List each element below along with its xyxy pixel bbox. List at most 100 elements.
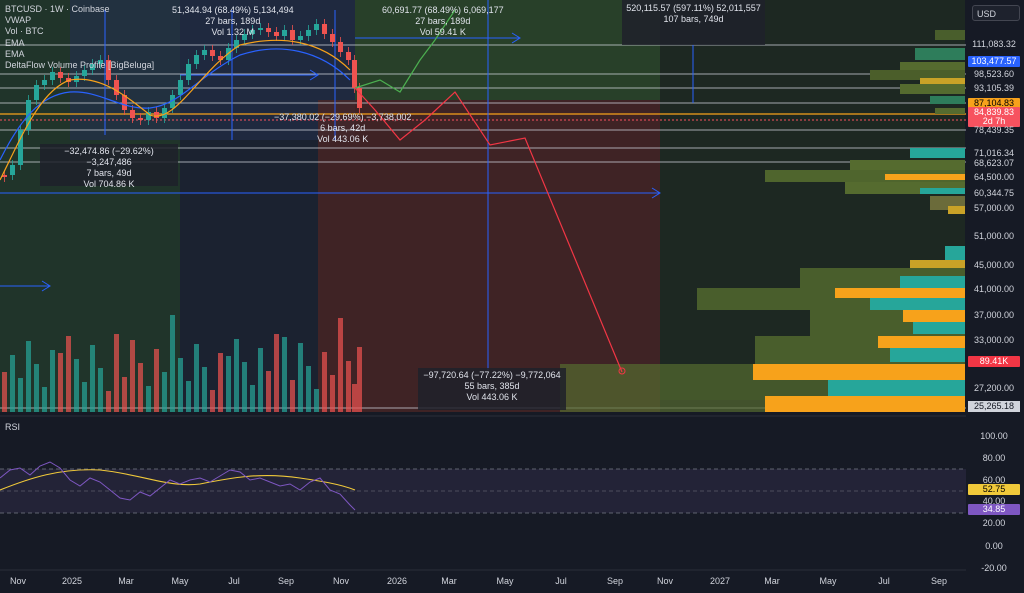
candle-body [90, 64, 95, 70]
candle-body [202, 50, 207, 55]
rsi-axis-label: 20.00 [982, 518, 1006, 528]
volume-bar [290, 380, 295, 412]
rsi-axis-label: 0.00 [985, 541, 1003, 551]
volume-bar [266, 371, 271, 412]
volume-bar [10, 355, 15, 412]
zone-red-main [318, 100, 660, 412]
volume-bar [162, 372, 167, 412]
volume-bar [106, 391, 111, 412]
volume-bar [138, 363, 143, 412]
candle-body [338, 42, 343, 52]
time-label: 2027 [709, 576, 731, 586]
time-label: Nov [332, 576, 350, 586]
candle-body [266, 28, 271, 32]
legend-volume[interactable]: Vol · BTC [5, 26, 44, 37]
price-label: 41,000.00 [973, 284, 1015, 294]
time-label: Sep [930, 576, 948, 586]
last-price-tag: 84,839.83 [968, 107, 1020, 118]
price-label: 71,016.34 [973, 148, 1015, 158]
candle-body [106, 60, 111, 80]
volume-bar [210, 390, 215, 412]
ema-blue-curve [0, 48, 351, 161]
volume-bar [306, 366, 311, 412]
ema-blue-tag: 103,477.57 [968, 56, 1020, 67]
volume-bar [218, 353, 223, 412]
volume-bar [170, 315, 175, 412]
volume-bar [226, 356, 231, 412]
volume-bar [322, 352, 327, 412]
candle-body [98, 60, 103, 64]
candle-body [114, 80, 119, 95]
price-label: 60,344.75 [973, 188, 1015, 198]
legend-ema-2[interactable]: EMA [5, 48, 25, 59]
candle-body [258, 28, 263, 30]
rsi-line [0, 461, 356, 511]
time-label: 2025 [61, 576, 83, 586]
time-label: May [171, 576, 189, 586]
time-label: Mar [118, 576, 134, 586]
time-label: Jul [555, 576, 567, 586]
time-label: Jul [878, 576, 890, 586]
legend-symbol[interactable]: BTCUSD · 1W · Coinbase [5, 4, 110, 14]
candle-body [34, 85, 39, 100]
candle-body [130, 110, 135, 118]
candle-body [122, 95, 127, 110]
legend-volume-profile[interactable]: DeltaFlow Volume Profile [BigBeluga] [5, 60, 155, 71]
candle-body [18, 130, 23, 165]
candle-body [146, 112, 151, 120]
volume-bar [90, 345, 95, 412]
measure-label-1: 51,344.94 (68.49%) 5,134,494 27 bars, 189… [172, 5, 294, 37]
rsi-pane-label[interactable]: RSI [5, 422, 21, 432]
price-label: 68,623.07 [973, 158, 1015, 168]
volume-bar [330, 375, 335, 412]
price-label: 37,000.00 [973, 310, 1015, 320]
candle-body [58, 72, 63, 78]
candle-body [306, 30, 311, 36]
volume-bar [114, 334, 119, 412]
volume-bar [2, 372, 7, 412]
candle-body [346, 52, 351, 60]
volume-bar [26, 341, 31, 412]
time-label: 2026 [386, 576, 408, 586]
time-label: Jul [228, 576, 240, 586]
volume-bar [58, 353, 63, 412]
volume-bar [357, 347, 362, 412]
candle-body [352, 60, 357, 88]
measure-label-4: −32,474.86 (−29.62%) −3,247,486 7 bars, 4… [40, 144, 178, 189]
legend-vwap[interactable]: VWAP [5, 15, 32, 26]
candle-body [170, 95, 175, 108]
volume-bar [242, 362, 247, 412]
candle-body [138, 118, 143, 120]
volume-bar [258, 348, 263, 412]
volume-tag: 89.41K [968, 356, 1020, 367]
time-label: May [819, 576, 837, 586]
projection-target-dot [618, 367, 626, 375]
volume-bar [352, 384, 357, 412]
measure-label-2: 60,691.77 (68.49%) 6,069,177 27 bars, 189… [382, 5, 504, 37]
volume-bar [34, 364, 39, 412]
measure-label-6: −97,720.64 (−77.22%) −9,772,064 55 bars, … [418, 368, 566, 410]
volume-profile [560, 30, 965, 412]
price-label: 111,083.32 [972, 39, 1016, 49]
projection-down-path [354, 87, 623, 373]
price-label: 98,523.60 [973, 69, 1015, 79]
time-label: Mar [764, 576, 780, 586]
legend-ema-1[interactable]: EMA [5, 37, 25, 48]
currency-button[interactable]: USD [972, 5, 1020, 21]
volume-histogram [2, 315, 362, 412]
candle-body [82, 70, 87, 76]
volume-bar [146, 386, 151, 412]
candle-body [330, 34, 335, 42]
rsi-axis-label: 100.00 [980, 431, 1008, 441]
time-axis-panel[interactable] [0, 570, 966, 593]
volume-bar [282, 337, 287, 412]
price-label: 45,000.00 [973, 260, 1015, 270]
volume-bar [314, 389, 319, 412]
time-label: Sep [277, 576, 295, 586]
volume-bar [298, 343, 303, 412]
price-label: 64,500.00 [973, 172, 1015, 182]
volume-bar [154, 349, 159, 412]
candle-body [218, 56, 223, 60]
price-label: 25,265.18 [968, 401, 1020, 412]
